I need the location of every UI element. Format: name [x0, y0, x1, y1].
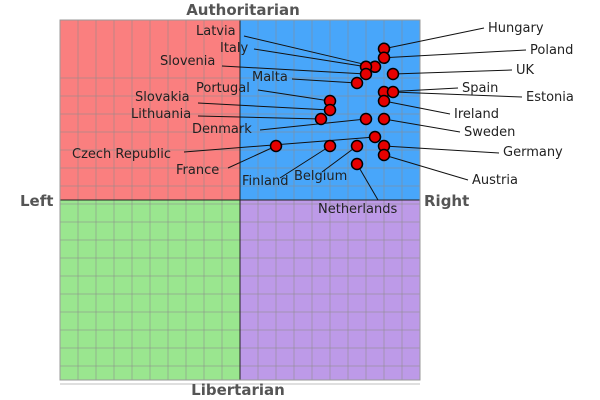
axis-title-authoritarian: Authoritarian — [186, 1, 300, 19]
point-label-denmark: Denmark — [192, 122, 252, 137]
point-label-estonia: Estonia — [526, 90, 574, 105]
leader-line-austria — [383, 154, 469, 181]
plot-border — [59, 19, 421, 381]
leader-line-sweden — [383, 118, 461, 133]
leader-line-germany — [383, 145, 500, 154]
leader-lines — [183, 27, 527, 201]
point-marker-sweden — [377, 112, 391, 126]
point-marker-slovakia — [323, 103, 337, 117]
leader-line-slovakia — [197, 102, 331, 111]
point-label-austria: Austria — [472, 173, 518, 188]
point-label-france: France — [176, 163, 219, 178]
point-marker-netherlands — [350, 157, 364, 171]
point-label-spain: Spain — [462, 81, 498, 96]
point-label-hungary: Hungary — [488, 21, 544, 36]
point-label-uk: UK — [516, 63, 535, 78]
leader-line-hungary — [383, 27, 485, 50]
axis-title-libertarian: Libertarian — [191, 381, 285, 399]
point-label-finland: Finland — [242, 174, 288, 189]
point-marker-france — [269, 139, 283, 153]
point-label-sweden: Sweden — [464, 125, 515, 140]
point-marker-uk — [386, 67, 400, 81]
point-label-italy: Italy — [220, 41, 249, 56]
leader-line-france — [227, 145, 277, 169]
leader-line-finland — [279, 145, 331, 179]
point-label-czech-republic: Czech Republic — [72, 147, 171, 162]
point-label-germany: Germany — [503, 145, 563, 160]
point-marker-estonia — [386, 85, 400, 99]
axis-title-right: Right — [424, 192, 469, 210]
point-labels: Hungary Poland Latvia Italy Slovenia UK Malta S… — [72, 21, 574, 217]
leader-line-estonia — [392, 91, 523, 98]
point-label-poland: Poland — [530, 43, 573, 58]
point-marker-belgium — [350, 139, 364, 153]
point-label-belgium: Belgium — [294, 169, 347, 184]
leader-line-poland — [383, 49, 527, 59]
point-marker-ireland — [377, 94, 391, 108]
point-marker-denmark — [359, 112, 373, 126]
leader-line-latvia — [243, 35, 376, 68]
leader-line-portugal — [257, 89, 331, 102]
axis-title-left: Left — [20, 192, 53, 210]
point-label-latvia: Latvia — [196, 24, 236, 39]
point-marker-lithuania — [314, 112, 328, 126]
point-label-ireland: Ireland — [454, 107, 499, 122]
point-label-malta: Malta — [252, 70, 288, 85]
point-markers — [269, 42, 400, 171]
point-marker-finland — [323, 139, 337, 153]
point-label-lithuania: Lithuania — [131, 107, 191, 122]
leader-line-lithuania — [197, 115, 322, 120]
leader-line-netherlands — [356, 163, 379, 201]
point-marker-poland — [377, 51, 391, 65]
point-label-netherlands: Netherlands — [318, 202, 397, 217]
point-marker-malta — [350, 76, 364, 90]
point-label-portugal: Portugal — [196, 81, 250, 96]
point-label-slovakia: Slovakia — [135, 90, 190, 105]
point-marker-slovenia — [359, 67, 373, 81]
point-marker-austria — [377, 148, 391, 162]
point-label-slovenia: Slovenia — [160, 54, 215, 69]
leader-line-uk — [392, 69, 513, 75]
axes — [59, 19, 421, 381]
leader-line-malta — [291, 78, 358, 84]
leader-line-slovenia — [221, 65, 367, 75]
leader-line-denmark — [259, 118, 367, 131]
leader-line-ireland — [383, 100, 451, 115]
leader-line-belgium — [321, 145, 358, 173]
point-marker-czech-republic — [368, 130, 382, 144]
leader-line-italy — [253, 48, 367, 68]
